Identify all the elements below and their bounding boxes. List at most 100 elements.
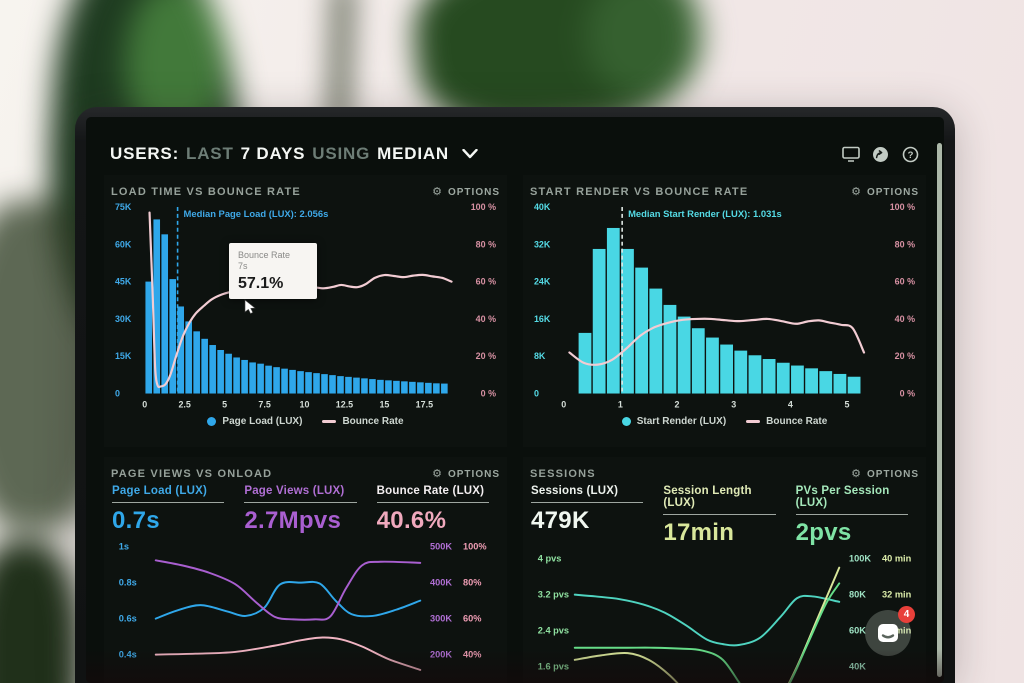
svg-text:4: 4 <box>788 399 793 409</box>
start-render-histogram-chart[interactable]: 40K 32K 24K 16K 8K 0 100 % 80 % 60 % 40 % 20 % 0 % 0… <box>530 203 919 415</box>
svg-text:1: 1 <box>618 399 623 409</box>
options-button[interactable]: ⚙ OPTIONS <box>432 467 500 480</box>
gear-icon: ⚙ <box>432 467 443 480</box>
svg-text:0: 0 <box>115 389 120 399</box>
svg-text:15K: 15K <box>115 351 132 361</box>
svg-text:80%: 80% <box>463 578 481 588</box>
panel-title: SESSIONS <box>530 468 596 480</box>
svg-text:60K: 60K <box>115 239 132 249</box>
options-button[interactable]: ⚙ OPTIONS <box>851 468 919 480</box>
svg-text:0: 0 <box>142 399 147 409</box>
svg-text:400K: 400K <box>430 578 452 588</box>
panel-start-render-vs-bounce-rate: START RENDER VS BOUNCE RATE ⚙ OPTIONS 40… <box>523 175 926 447</box>
metric-row: Sessions (LUX) 479K Session Length (LUX)… <box>531 485 918 547</box>
chart-legend: Start Render (LUX) Bounce Rate <box>530 416 919 427</box>
chevron-down-icon <box>462 149 478 159</box>
panel-load-time-vs-bounce-rate: LOAD TIME VS BOUNCE RATE ⚙ OPTIONS 75K 60… <box>104 175 507 447</box>
legend-dot-swatch <box>207 417 217 427</box>
help-icon[interactable]: ? <box>901 145 920 164</box>
tooltip-subtitle: 7s <box>238 261 248 272</box>
gear-icon: ⚙ <box>432 185 443 198</box>
gear-icon: ⚙ <box>851 185 862 198</box>
svg-text:40K: 40K <box>534 203 551 212</box>
share-icon[interactable] <box>871 145 890 164</box>
options-button[interactable]: ⚙ OPTIONS <box>432 185 500 198</box>
chat-launcher[interactable]: 4 <box>865 606 915 656</box>
svg-text:16K: 16K <box>534 314 551 324</box>
chat-icon <box>878 624 898 642</box>
options-button[interactable]: ⚙ OPTIONS <box>851 185 919 198</box>
svg-text:40%: 40% <box>463 650 481 660</box>
metric-pvs-per-session: PVs Per Session (LUX) 2pvs <box>795 485 918 547</box>
svg-text:60 %: 60 % <box>476 277 496 287</box>
svg-text:Median Start Render (LUX): 1.0: Median Start Render (LUX): 1.031s <box>628 208 782 219</box>
metric-underline <box>112 502 225 503</box>
legend-line-swatch <box>746 420 761 424</box>
svg-text:0: 0 <box>561 399 566 409</box>
display-icon[interactable] <box>841 145 860 164</box>
metric-label: Sessions (LUX) <box>531 485 619 497</box>
options-label: OPTIONS <box>447 186 500 198</box>
svg-text:4 pvs: 4 pvs <box>538 554 562 564</box>
svg-text:15: 15 <box>379 399 389 409</box>
title-last: LAST <box>186 144 234 163</box>
svg-text:10: 10 <box>300 399 310 409</box>
svg-text:80 %: 80 % <box>895 239 915 249</box>
legend-dot-swatch <box>621 417 631 427</box>
scrollbar[interactable] <box>937 143 942 677</box>
panel-title: PAGE VIEWS VS ONLOAD <box>111 468 273 480</box>
svg-text:500K: 500K <box>430 542 452 552</box>
svg-text:0 %: 0 % <box>900 389 915 399</box>
legend-label: Bounce Rate <box>766 416 828 428</box>
svg-text:?: ? <box>908 150 914 161</box>
metric-underline <box>244 502 357 503</box>
metric-sessions: Sessions (LUX) 479K <box>531 485 653 547</box>
cursor-icon <box>243 299 258 320</box>
metric-value: 2pvs <box>795 519 852 546</box>
svg-text:75K: 75K <box>115 203 132 212</box>
chart-legend: Page Load (LUX) Bounce Rate <box>111 416 500 427</box>
panel-page-views-vs-onload: PAGE VIEWS VS ONLOAD ⚙ OPTIONS Page Load… <box>104 457 507 683</box>
plant-leaf <box>0 540 80 683</box>
tooltip-value: 57.1% <box>238 274 284 292</box>
metric-page-load: Page Load (LUX) 0.7s <box>112 485 234 535</box>
svg-text:40 min: 40 min <box>882 554 912 564</box>
svg-text:20 %: 20 % <box>476 351 496 361</box>
page-views-line-chart[interactable]: 1s 0.8s 0.6s 0.4s 500K 100% 400K 80% 300K 60% 200K… <box>111 535 500 683</box>
legend-label: Bounce Rate <box>342 416 404 428</box>
metric-value: 479K <box>531 507 590 534</box>
svg-text:24K: 24K <box>534 277 551 287</box>
panel-sessions: SESSIONS ⚙ OPTIONS Sessions (LUX) 479K <box>523 457 926 683</box>
options-label: OPTIONS <box>447 468 500 480</box>
svg-text:1s: 1s <box>119 542 129 552</box>
panel-title: LOAD TIME VS BOUNCE RATE <box>111 186 301 198</box>
title-range: 7 DAYS <box>240 144 306 163</box>
svg-text:0.4s: 0.4s <box>119 650 137 660</box>
svg-text:2.5: 2.5 <box>178 399 190 409</box>
svg-text:32K: 32K <box>534 239 551 249</box>
svg-text:60 %: 60 % <box>895 277 915 287</box>
metric-bounce-rate: Bounce Rate (LUX) 40.6% <box>376 485 499 535</box>
svg-text:Median Page Load (LUX): 2.056s: Median Page Load (LUX): 2.056s <box>184 208 329 219</box>
load-time-histogram-chart[interactable]: 75K 60K 45K 30K 15K 0 100 % 80 % 60 % 40 % 20 % 0 %… <box>111 203 500 415</box>
svg-text:60K: 60K <box>849 626 866 636</box>
metric-label: Session Length (LUX) <box>663 485 752 509</box>
svg-text:5: 5 <box>845 399 850 409</box>
svg-text:20 %: 20 % <box>895 351 915 361</box>
svg-text:45K: 45K <box>115 277 132 287</box>
metric-underline <box>663 514 776 515</box>
metric-value: 2.7Mpvs <box>244 507 342 534</box>
metric-underline <box>531 502 644 503</box>
svg-text:2.4 pvs: 2.4 pvs <box>538 626 569 636</box>
metric-label: Bounce Rate (LUX) <box>376 485 485 497</box>
svg-text:0.8s: 0.8s <box>119 578 137 588</box>
svg-text:17.5: 17.5 <box>416 399 433 409</box>
svg-text:100 %: 100 % <box>471 203 496 212</box>
svg-text:40K: 40K <box>849 662 866 672</box>
svg-text:32 min: 32 min <box>882 590 912 600</box>
sessions-line-chart[interactable]: 4 pvs 3.2 pvs 2.4 pvs 1.6 pvs 100K 40 min 80K 3… <box>530 547 919 683</box>
svg-text:100K: 100K <box>849 554 871 564</box>
metric-session-length: Session Length (LUX) 17min <box>663 485 785 547</box>
dashboard-title-dropdown[interactable]: USERS: LAST 7 DAYS USING MEDIAN <box>110 144 478 164</box>
